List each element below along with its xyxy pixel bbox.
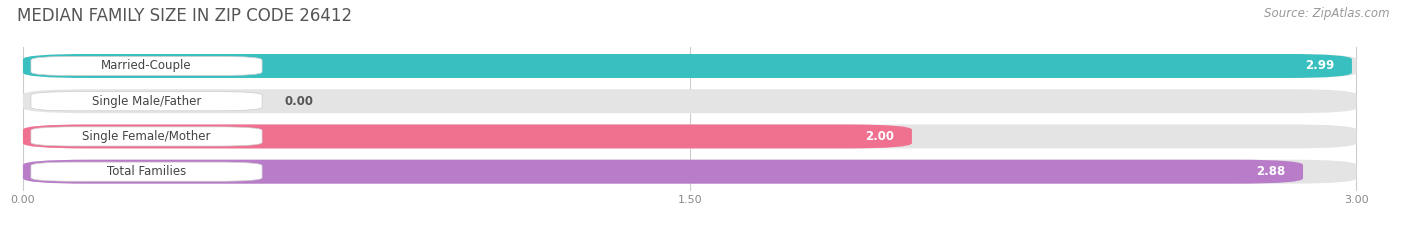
FancyBboxPatch shape [22,160,1303,184]
FancyBboxPatch shape [22,89,1357,113]
Text: Married-Couple: Married-Couple [101,59,191,72]
FancyBboxPatch shape [22,124,1357,148]
Text: 2.99: 2.99 [1305,59,1334,72]
Text: MEDIAN FAMILY SIZE IN ZIP CODE 26412: MEDIAN FAMILY SIZE IN ZIP CODE 26412 [17,7,352,25]
Text: Total Families: Total Families [107,165,186,178]
FancyBboxPatch shape [31,127,262,146]
Text: 2.00: 2.00 [865,130,894,143]
Text: Single Female/Mother: Single Female/Mother [83,130,211,143]
Text: 0.00: 0.00 [284,95,314,108]
Text: 2.88: 2.88 [1256,165,1285,178]
FancyBboxPatch shape [22,160,1357,184]
FancyBboxPatch shape [31,92,262,111]
FancyBboxPatch shape [22,54,1357,78]
FancyBboxPatch shape [22,124,912,148]
FancyBboxPatch shape [22,54,1353,78]
Text: Source: ZipAtlas.com: Source: ZipAtlas.com [1264,7,1389,20]
Text: Single Male/Father: Single Male/Father [91,95,201,108]
FancyBboxPatch shape [31,56,262,75]
FancyBboxPatch shape [31,162,262,181]
